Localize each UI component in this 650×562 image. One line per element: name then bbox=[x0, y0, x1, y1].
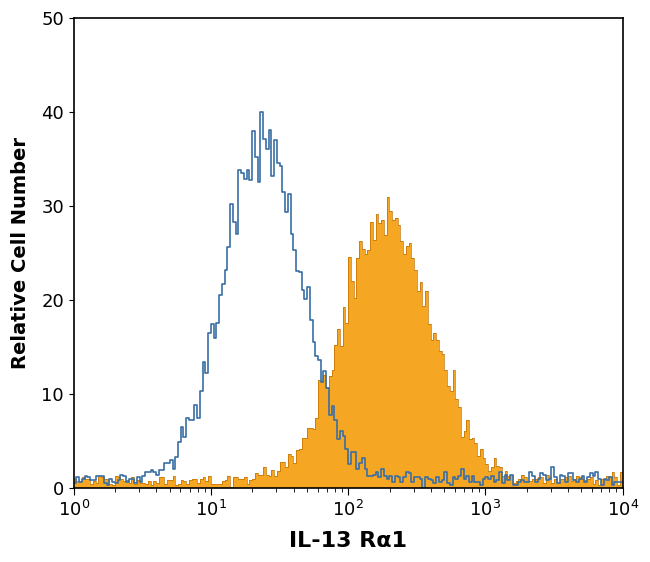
X-axis label: IL-13 Rα1: IL-13 Rα1 bbox=[289, 531, 407, 551]
Y-axis label: Relative Cell Number: Relative Cell Number bbox=[11, 137, 30, 369]
